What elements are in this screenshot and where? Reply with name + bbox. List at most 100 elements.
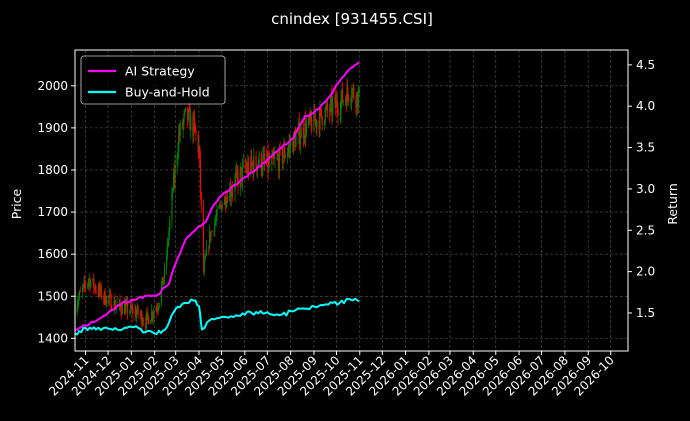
candle-body: [346, 87, 348, 107]
candle-body: [199, 145, 201, 160]
candle-body: [136, 312, 138, 317]
candle-body: [134, 310, 136, 315]
candle-body: [236, 169, 238, 175]
candle-body: [294, 135, 296, 148]
candle-body: [255, 155, 257, 167]
candle-body: [314, 119, 317, 122]
candle-body: [226, 196, 229, 202]
candle-body: [253, 155, 255, 175]
candle-body: [303, 138, 305, 140]
candle-body: [195, 131, 197, 135]
candle-body: [269, 159, 271, 165]
candle-body: [160, 285, 163, 303]
candle-body: [93, 285, 96, 288]
candle-body: [82, 284, 84, 288]
candle-body: [78, 297, 80, 302]
candle-body: [284, 147, 286, 158]
candle-body: [278, 147, 280, 171]
candle-body: [250, 156, 253, 164]
candle-body: [220, 204, 222, 206]
candle-body: [109, 294, 111, 296]
candle-body: [177, 152, 179, 157]
candle-body: [205, 247, 208, 256]
candle-body: [87, 280, 90, 284]
candle-body: [77, 301, 79, 305]
candle-body: [335, 96, 337, 107]
candle-body: [146, 312, 148, 315]
candle-body: [119, 300, 121, 306]
candle-body: [335, 100, 338, 107]
candle-body: [93, 278, 95, 288]
candle-body: [188, 109, 190, 111]
candle-body: [220, 205, 223, 210]
candle-body: [274, 157, 276, 159]
candle-body: [345, 98, 347, 107]
right-tick-label: 4.5: [636, 58, 655, 72]
candle-body: [187, 109, 190, 121]
candle-body: [321, 116, 323, 126]
candle-body: [116, 303, 118, 306]
candle-body: [151, 311, 153, 321]
candle-body: [95, 290, 97, 292]
candle-body: [141, 312, 143, 325]
candle-body: [284, 156, 286, 158]
candle-body: [184, 107, 187, 111]
candle-body: [336, 100, 338, 110]
right-tick-label: 1.5: [636, 306, 655, 320]
right-tick-label: 4.0: [636, 99, 655, 113]
candle-body: [162, 277, 164, 284]
candle-body: [235, 174, 237, 179]
candle-body: [358, 88, 360, 94]
left-axis: 1400 1500 1600 1700 1800 1900 2000: [37, 79, 75, 345]
candle-body: [76, 304, 78, 313]
candle-body: [187, 107, 189, 121]
candle-body: [292, 141, 294, 153]
candle-body: [313, 109, 315, 131]
candle-body: [223, 196, 226, 205]
candle-body: [323, 122, 326, 126]
candle-body: [299, 123, 301, 145]
candle-body: [240, 167, 242, 169]
left-tick-label: 1600: [37, 247, 68, 261]
candle-body: [178, 133, 181, 136]
candle-body: [88, 279, 90, 281]
left-tick-label: 1800: [37, 163, 68, 177]
candle-body: [178, 133, 180, 153]
candle-body: [152, 314, 154, 318]
candle-body: [356, 92, 358, 107]
candle-body: [118, 300, 120, 304]
candle-body: [163, 267, 166, 280]
candle-body: [103, 291, 105, 299]
candle-body: [350, 98, 353, 101]
candle-body: [204, 256, 206, 262]
candle-body: [194, 124, 196, 132]
candle-body: [190, 115, 192, 131]
candle-body: [297, 127, 299, 136]
candle-body: [266, 152, 268, 163]
candle-body: [278, 157, 280, 171]
candle-body: [244, 163, 247, 169]
candle-body: [211, 231, 213, 233]
candle-body: [250, 156, 252, 174]
candle-body: [168, 231, 170, 242]
candle-body: [142, 322, 144, 325]
candle-body: [326, 103, 329, 111]
candle-body: [316, 120, 318, 127]
candle-body: [183, 113, 185, 122]
candle-body: [315, 119, 317, 127]
left-tick-label: 1700: [37, 205, 68, 219]
candle-body: [350, 100, 352, 102]
candle-body: [89, 279, 91, 288]
candle-body: [232, 191, 234, 192]
chart-title: cnindex [931455.CSI]: [271, 10, 433, 28]
candle-body: [108, 294, 111, 299]
candle-body: [352, 87, 354, 91]
candle-body: [295, 135, 297, 148]
candle-body: [163, 279, 165, 284]
candle-body: [237, 174, 239, 187]
candle-body: [130, 304, 132, 309]
candle-body: [281, 148, 283, 164]
candle-body: [213, 231, 215, 233]
candle-body: [311, 119, 313, 131]
